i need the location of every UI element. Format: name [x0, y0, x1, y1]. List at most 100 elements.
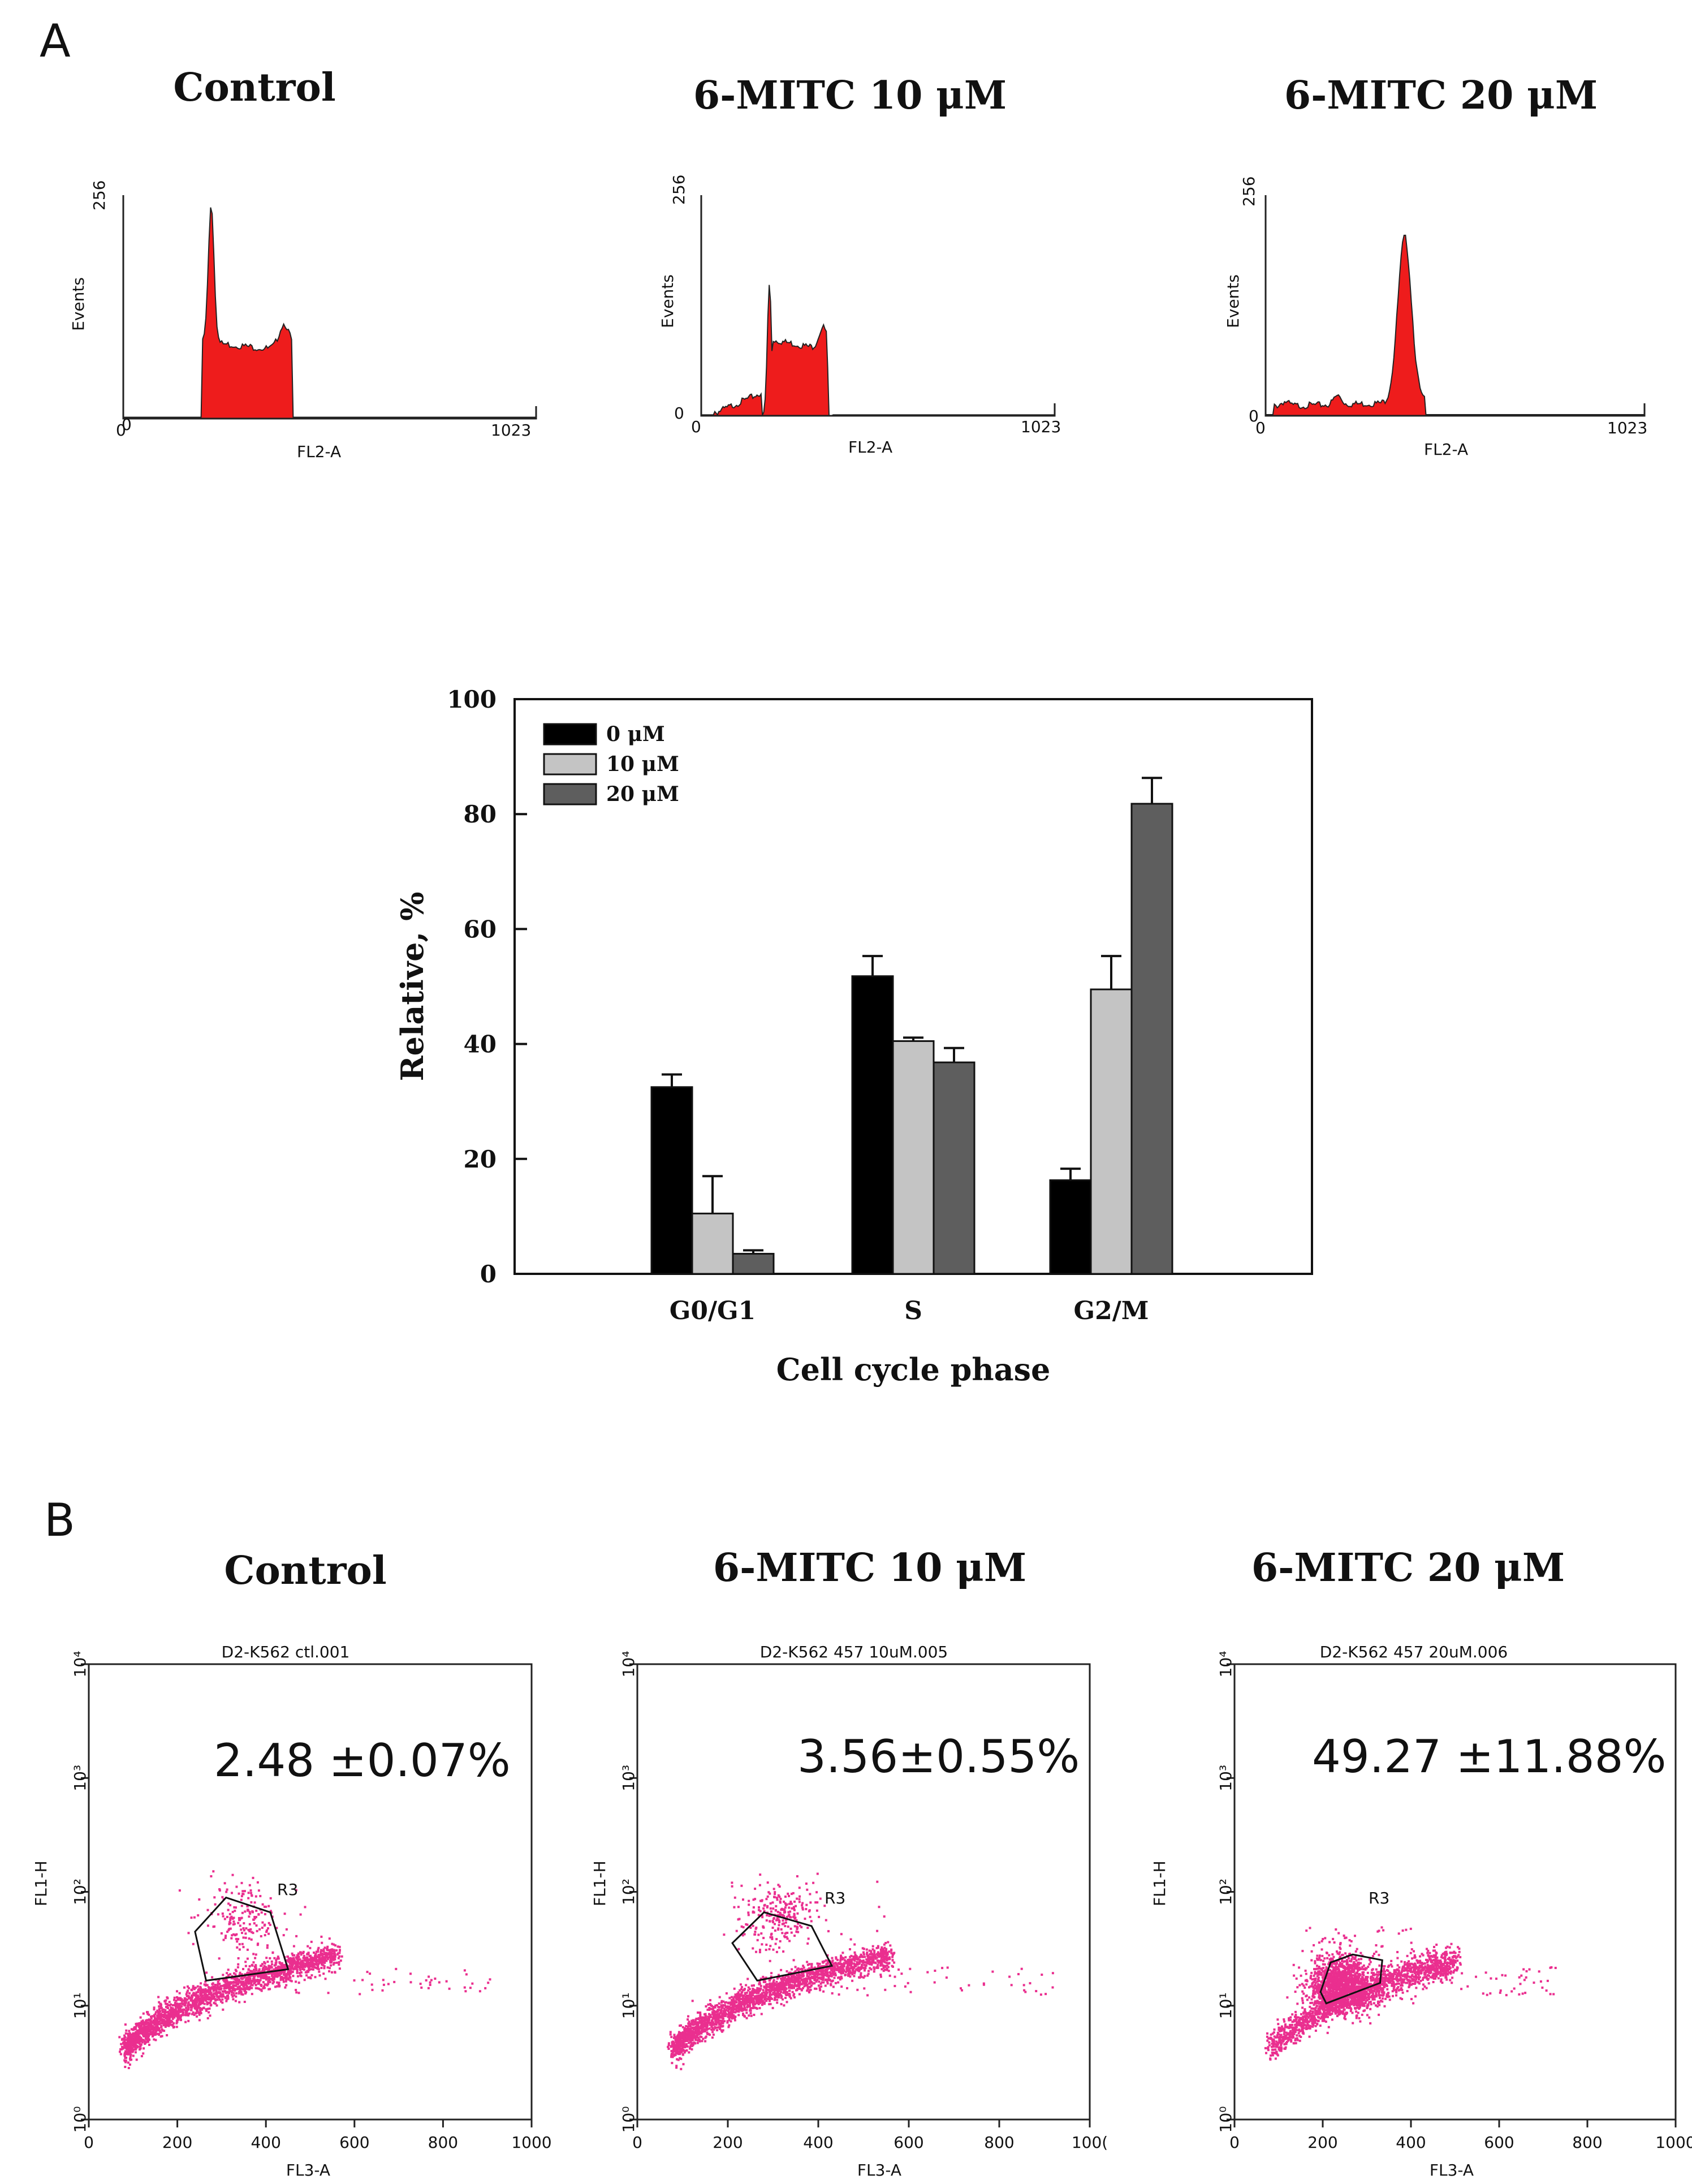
event-dot	[752, 1898, 755, 1901]
event-dot	[841, 1970, 844, 1972]
event-dot	[689, 2022, 692, 2025]
event-dot	[197, 1914, 200, 1917]
y-tick-label: 10²	[619, 1879, 638, 1905]
event-dot	[685, 2038, 688, 2041]
event-dot	[128, 2044, 131, 2047]
event-dot	[158, 2014, 161, 2017]
event-dot	[839, 1976, 841, 1979]
event-dot	[692, 2035, 695, 2037]
event-dot	[881, 1955, 883, 1958]
event-dot	[131, 2049, 133, 2051]
event-dot	[246, 1976, 249, 1979]
event-dot	[839, 1958, 842, 1961]
event-dot	[266, 1946, 269, 1949]
event-dot	[279, 1979, 282, 1981]
event-dot	[877, 1963, 879, 1966]
event-dot	[854, 1968, 857, 1971]
event-dot	[866, 1958, 869, 1961]
event-dot	[806, 1961, 809, 1963]
event-dot	[716, 2018, 719, 2020]
event-dot	[870, 1963, 873, 1966]
event-dot	[687, 2025, 689, 2028]
event-dot	[322, 1950, 325, 1953]
event-dot	[132, 2048, 135, 2051]
event-dot	[206, 2017, 209, 2019]
event-dot	[767, 1989, 770, 1992]
event-dot	[310, 1968, 313, 1971]
event-dot	[247, 1971, 249, 1974]
event-dot	[709, 2023, 711, 2026]
event-dot	[238, 1892, 240, 1895]
event-dot	[184, 2021, 187, 2023]
event-dot	[287, 1970, 290, 1973]
event-dot	[757, 1933, 760, 1936]
event-dot	[862, 1953, 865, 1956]
event-dot	[198, 2013, 201, 2016]
event-dot	[335, 1961, 338, 1964]
event-dot	[765, 1944, 768, 1946]
event-dot	[255, 1969, 258, 1972]
event-dot	[127, 2061, 130, 2064]
event-dot	[228, 1921, 231, 1924]
event-dot	[237, 1988, 240, 1991]
event-dot	[671, 2056, 674, 2058]
event-dot	[732, 1997, 735, 2000]
event-dot	[238, 1980, 240, 1983]
event-dot	[221, 1912, 224, 1915]
event-dot	[784, 1980, 787, 1983]
event-dot	[782, 1919, 784, 1922]
event-dot	[314, 1976, 317, 1979]
event-dot	[328, 1949, 331, 1952]
event-dot	[739, 1983, 742, 1986]
event-dot	[287, 1958, 290, 1960]
event-dot	[175, 2014, 177, 2017]
event-dot	[327, 1992, 330, 1995]
event-dot	[177, 2007, 180, 2010]
event-dot	[853, 1972, 856, 1975]
event-dot	[696, 2027, 699, 2030]
event-dot	[267, 1978, 270, 1980]
event-dot	[289, 1979, 292, 1982]
event-dot	[1023, 1989, 1026, 1992]
event-dot	[776, 1998, 779, 2001]
event-dot	[259, 1895, 262, 1897]
event-dot	[826, 1954, 829, 1957]
event-dot	[776, 1911, 779, 1913]
event-dot	[264, 1923, 266, 1926]
event-dot	[331, 1955, 334, 1958]
event-dot	[237, 1938, 240, 1941]
event-dot	[234, 1910, 236, 1912]
event-dot	[252, 1974, 255, 1976]
event-dot	[327, 1949, 330, 1952]
event-dot	[885, 1962, 888, 1965]
legend-label: 0 μM	[606, 722, 665, 746]
event-dot	[240, 1881, 243, 1884]
event-dot	[206, 2001, 209, 2004]
event-dot	[196, 2015, 198, 2018]
event-dot	[888, 1962, 891, 1965]
event-dot	[268, 1979, 271, 1981]
event-dot	[771, 1986, 774, 1989]
event-dot	[166, 2018, 169, 2021]
event-dot	[182, 2014, 184, 2017]
event-dot	[778, 1974, 780, 1976]
event-dot	[241, 1890, 244, 1893]
event-dot	[672, 2047, 675, 2049]
event-dot	[683, 2044, 685, 2047]
event-dot	[279, 1966, 282, 1968]
event-dot	[761, 1998, 763, 2001]
histogram-10uM: 6-MITC 10 μM 0 256 Events 0 1023 FL2-A	[658, 73, 1061, 456]
event-dot	[229, 1919, 232, 1922]
event-dot	[886, 1953, 889, 1955]
scatter-x-label: FL3-A	[286, 2161, 330, 2179]
event-dot	[809, 1915, 812, 1918]
event-dot	[269, 1910, 272, 1912]
event-dot	[226, 1987, 229, 1989]
event-dot	[798, 1924, 801, 1927]
event-dot	[760, 1932, 763, 1935]
event-dot	[161, 2010, 164, 2013]
event-dot	[701, 2019, 704, 2022]
event-dot	[234, 1968, 237, 1971]
event-dot	[731, 1996, 733, 1998]
event-dot	[742, 1989, 745, 1992]
